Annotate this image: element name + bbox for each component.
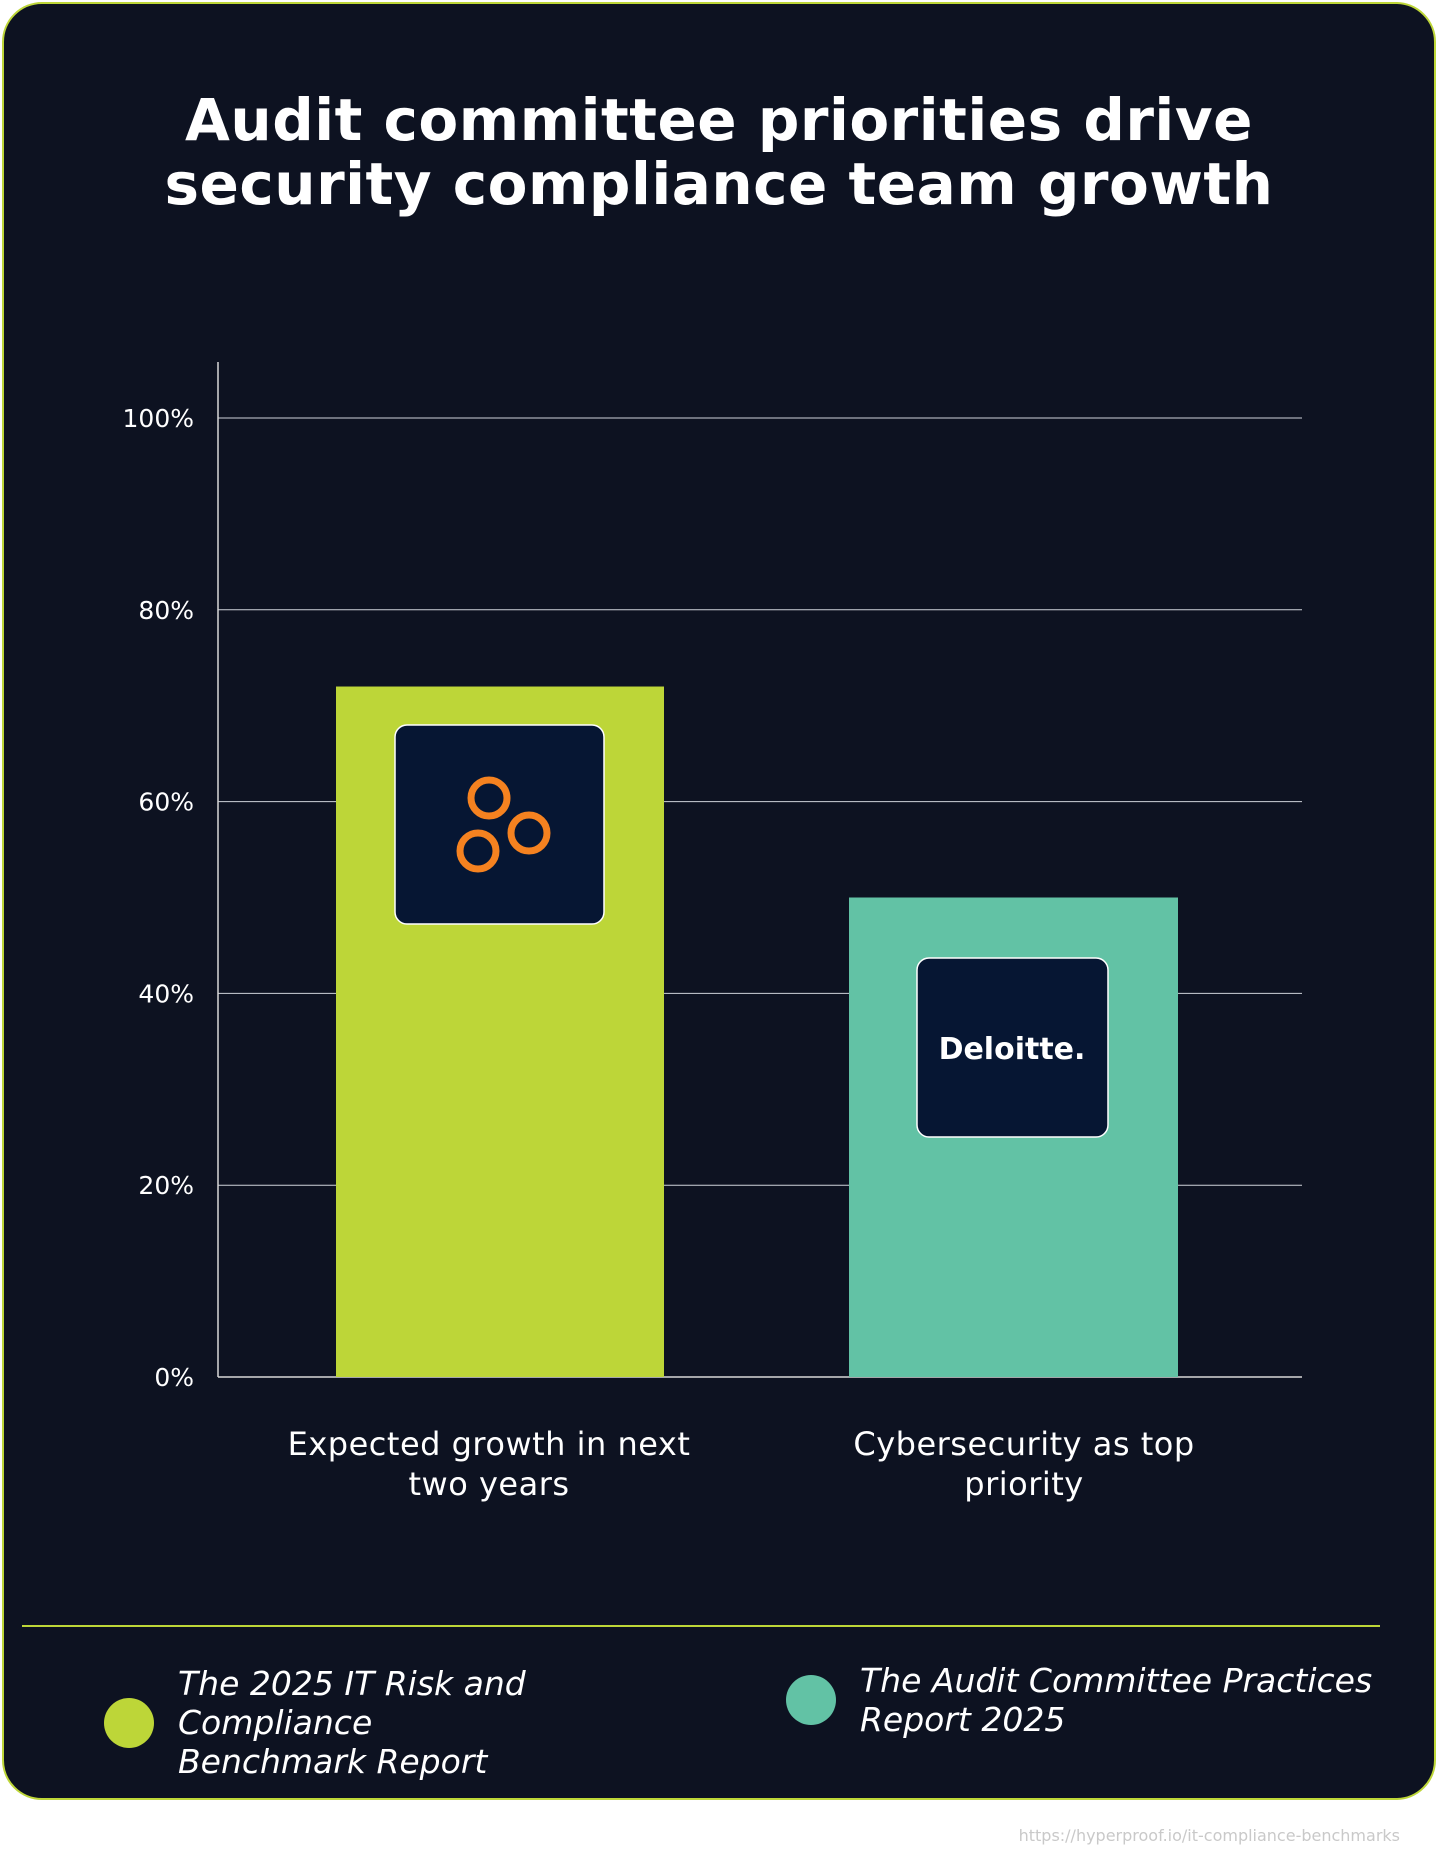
legend-label-line: The Audit Committee Practices bbox=[860, 1661, 1373, 1700]
logo-tile-2 bbox=[916, 957, 1109, 1138]
category-label-expected-growth: Expected growth in next two years bbox=[229, 1424, 749, 1504]
category-label-line: priority bbox=[964, 1465, 1084, 1503]
legend-label-line: Benchmark Report bbox=[178, 1742, 488, 1781]
legend-swatch-benchmark bbox=[104, 1697, 154, 1748]
legend-divider bbox=[22, 1625, 1380, 1627]
category-label-line: two years bbox=[408, 1465, 570, 1503]
legend-item-benchmark-report: The 2025 IT Risk and Compliance Benchmar… bbox=[104, 1664, 718, 1781]
source-url: https://hyperproof.io/it-compliance-benc… bbox=[1018, 1826, 1400, 1845]
y-tick-label: 20% bbox=[138, 1171, 194, 1200]
category-label-cybersecurity: Cybersecurity as top priority bbox=[764, 1424, 1284, 1504]
legend-label-line: Report 2025 bbox=[860, 1700, 1066, 1739]
chart-title-line-1: Audit committee priorities drive bbox=[185, 86, 1253, 154]
legend-label-line: The 2025 IT Risk and Compliance bbox=[178, 1664, 526, 1742]
logo-ring-icon bbox=[507, 811, 551, 855]
bar-chart: 0% 20% 40% 60% 80% 100% Deloitte. bbox=[123, 362, 1302, 1392]
chart-title: Audit committee priorities drive securit… bbox=[4, 88, 1434, 216]
y-tick-label: 40% bbox=[138, 979, 194, 1008]
category-label-line: Expected growth in next bbox=[287, 1425, 691, 1463]
legend-swatch-audit-committee bbox=[786, 1675, 836, 1725]
legend-label-audit-committee: The Audit Committee Practices Report 202… bbox=[860, 1661, 1400, 1739]
legend-item-audit-committee-report: The Audit Committee Practices Report 202… bbox=[786, 1661, 1400, 1739]
logo-tile-1 bbox=[394, 724, 605, 925]
logo-ring-icon bbox=[467, 776, 511, 820]
category-label-line: Cybersecurity as top bbox=[853, 1425, 1195, 1463]
deloitte-logo-text: Deloitte. bbox=[939, 1032, 1086, 1067]
y-tick-label: 100% bbox=[123, 404, 194, 433]
y-tick-label: 80% bbox=[138, 596, 194, 625]
y-tick-label: 0% bbox=[154, 1363, 194, 1392]
logo-ring-icon bbox=[456, 829, 500, 873]
chart-card: Audit committee priorities drive securit… bbox=[2, 2, 1436, 1800]
y-tick-label: 60% bbox=[138, 788, 194, 817]
legend-label-benchmark: The 2025 IT Risk and Compliance Benchmar… bbox=[178, 1664, 718, 1781]
chart-title-line-2: security compliance team growth bbox=[164, 150, 1274, 218]
